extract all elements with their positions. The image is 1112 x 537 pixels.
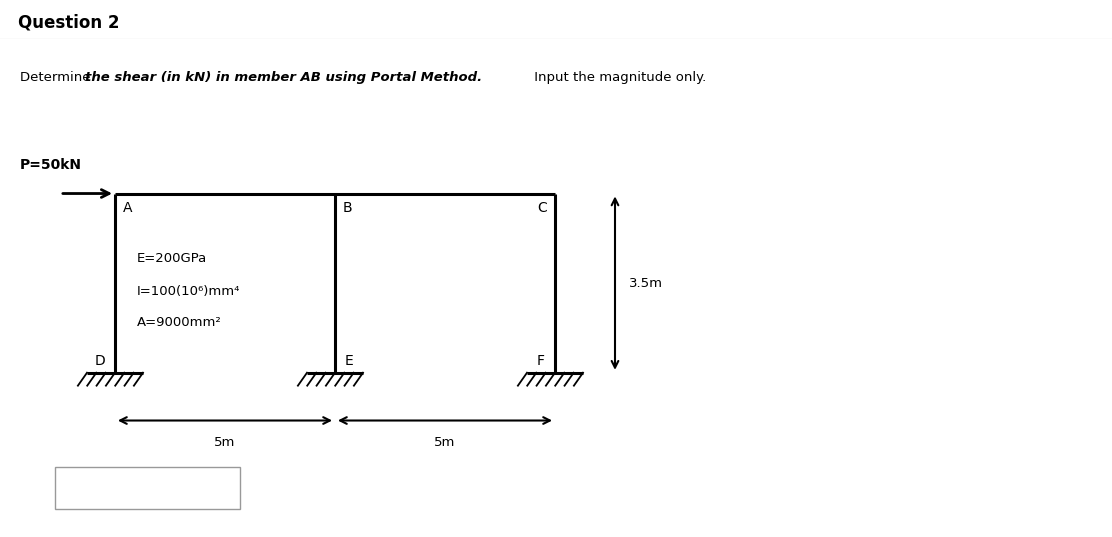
Text: 5m: 5m — [435, 437, 456, 449]
Text: F: F — [537, 354, 545, 368]
Text: Input the magnitude only.: Input the magnitude only. — [530, 71, 706, 84]
Text: P=50kN: P=50kN — [20, 158, 82, 172]
Text: E: E — [345, 354, 354, 368]
Text: B: B — [342, 201, 353, 215]
Text: A: A — [123, 201, 132, 215]
Text: 3.5m: 3.5m — [629, 277, 663, 289]
Text: 5m: 5m — [215, 437, 236, 449]
Text: the shear (in kN) in member AB using Portal Method.: the shear (in kN) in member AB using Por… — [85, 71, 483, 84]
Bar — [54, 467, 240, 509]
Text: C: C — [537, 201, 547, 215]
Text: D: D — [95, 354, 105, 368]
Text: A=9000mm²: A=9000mm² — [137, 316, 221, 329]
Text: E=200GPa: E=200GPa — [137, 252, 207, 265]
Text: Determine: Determine — [20, 71, 95, 84]
Text: I=100(10⁶)mm⁴: I=100(10⁶)mm⁴ — [137, 285, 240, 297]
Text: Question 2: Question 2 — [18, 14, 119, 32]
